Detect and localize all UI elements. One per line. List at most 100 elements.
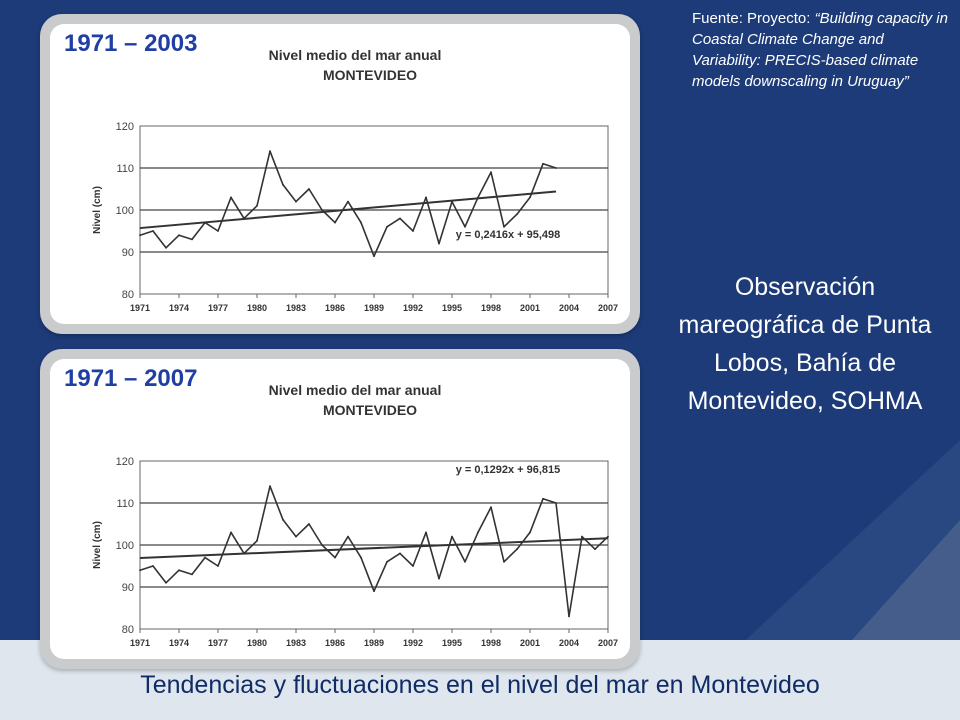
- data-point: [438, 242, 440, 245]
- data-point: [321, 209, 323, 211]
- source-note: Fuente: Proyecto: “Building capacity in …: [692, 8, 954, 92]
- x-tick-label: 1989: [364, 638, 384, 648]
- data-point: [230, 531, 232, 534]
- x-tick-label: 2001: [520, 638, 540, 648]
- data-point: [360, 556, 362, 559]
- data-point: [477, 531, 479, 534]
- data-point: [308, 523, 310, 525]
- chart-card-inner: Nivel medio del mar anual MONTEVIDEO Nivel…: [50, 24, 630, 324]
- data-point: [555, 167, 557, 169]
- data-point: [243, 552, 245, 555]
- data-point: [568, 615, 570, 618]
- period-label-1971-2003: 1971 – 2003: [64, 30, 198, 57]
- data-point: [204, 556, 206, 559]
- chart-card-1971-2003: Nivel medio del mar anual MONTEVIDEO Nivel…: [40, 14, 640, 334]
- x-tick-label: 1980: [247, 638, 267, 648]
- data-point: [555, 502, 557, 504]
- x-tick-label: 2007: [598, 638, 618, 648]
- y-tick-label: 110: [116, 163, 134, 175]
- x-tick-label: 1986: [325, 638, 345, 648]
- data-point: [386, 560, 388, 563]
- x-tick-label: 1983: [286, 303, 306, 313]
- trendline-equation: y = 0,1292x + 96,815: [456, 464, 561, 476]
- x-tick-label: 1977: [208, 638, 228, 648]
- y-tick-label: 110: [116, 498, 134, 510]
- series-line: [139, 485, 609, 618]
- trendline: [139, 537, 609, 560]
- data-point: [399, 552, 401, 555]
- y-tick-label: 90: [122, 582, 134, 594]
- data-point: [451, 535, 453, 538]
- data-point: [399, 217, 401, 220]
- y-tick-label: 80: [122, 289, 134, 301]
- data-point: [477, 196, 479, 199]
- x-tick-label: 2001: [520, 303, 540, 313]
- y-tick-label: 120: [116, 456, 134, 468]
- slide-caption: Tendencias y fluctuaciones en el nivel d…: [140, 671, 820, 699]
- data-point: [308, 188, 310, 190]
- data-point: [139, 234, 141, 237]
- data-point: [529, 531, 531, 534]
- data-point: [412, 230, 414, 232]
- chart-subtitle: MONTEVIDEO: [323, 402, 417, 418]
- data-point: [204, 221, 206, 224]
- data-point: [464, 560, 466, 563]
- x-tick-label: 1983: [286, 638, 306, 648]
- data-point: [594, 548, 596, 551]
- data-point: [464, 225, 466, 228]
- x-tick-label: 1992: [403, 638, 423, 648]
- chart-title: Nivel medio del mar anual: [269, 382, 442, 398]
- observation-text: Observación mareográfica de Punta Lobos,…: [678, 273, 932, 415]
- x-tick-label: 1986: [325, 303, 345, 313]
- data-point: [230, 196, 232, 199]
- x-tick-label: 1974: [169, 638, 189, 648]
- x-tick-label: 2004: [559, 638, 579, 648]
- source-label: Fuente: Proyecto:: [692, 10, 815, 27]
- data-point: [503, 225, 505, 228]
- data-point: [516, 548, 518, 551]
- x-tick-label: 1998: [481, 638, 501, 648]
- data-point: [321, 544, 323, 546]
- data-point: [217, 565, 219, 567]
- y-tick-label: 120: [116, 121, 134, 133]
- data-point: [139, 569, 141, 572]
- x-tick-label: 1971: [130, 638, 150, 648]
- x-tick-label: 1995: [442, 303, 462, 313]
- data-point: [425, 531, 427, 534]
- data-point: [542, 162, 544, 165]
- data-point: [334, 221, 336, 224]
- data-point: [178, 569, 180, 572]
- data-point: [256, 204, 258, 207]
- data-point: [165, 246, 167, 249]
- data-point: [490, 506, 492, 509]
- data-point: [412, 565, 414, 567]
- data-point: [542, 497, 544, 500]
- sea-level-chart-1971-2007: Nivel medio del mar anual MONTEVIDEO Nivel…: [92, 382, 618, 648]
- y-axis-label: Nivel (cm): [92, 186, 103, 234]
- data-point: [217, 230, 219, 232]
- data-point: [347, 535, 349, 538]
- data-point: [490, 171, 492, 174]
- data-point: [529, 196, 531, 199]
- x-tick-label: 1971: [130, 303, 150, 313]
- x-tick-label: 2004: [559, 303, 579, 313]
- y-tick-label: 100: [116, 205, 134, 217]
- y-tick-label: 90: [122, 247, 134, 259]
- period-label-1971-2007: 1971 – 2007: [64, 365, 198, 392]
- data-point: [360, 221, 362, 224]
- x-tick-label: 1974: [169, 303, 189, 313]
- y-tick-label: 100: [116, 540, 134, 552]
- data-point: [425, 196, 427, 199]
- data-point: [282, 518, 284, 521]
- data-point: [334, 556, 336, 559]
- data-point: [243, 217, 245, 220]
- x-tick-label: 1992: [403, 303, 423, 313]
- data-point: [178, 234, 180, 237]
- data-point: [373, 255, 375, 258]
- data-point: [386, 225, 388, 228]
- data-point: [152, 565, 154, 567]
- y-tick-label: 80: [122, 624, 134, 636]
- data-point: [191, 573, 193, 576]
- data-point: [282, 183, 284, 186]
